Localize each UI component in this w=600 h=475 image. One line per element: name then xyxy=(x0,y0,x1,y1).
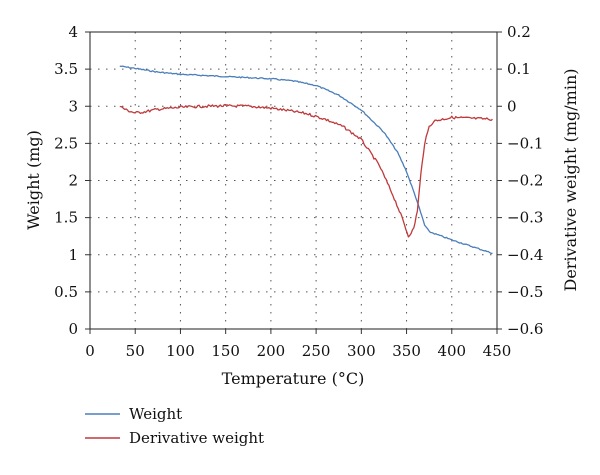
weight-series-line xyxy=(119,65,493,255)
y-right-tick-label: 0.2 xyxy=(507,23,531,41)
tick-layer: 0 50 100 150 200 250 300 350 400 450 0 0.5 1 1.5 2 2.5 3… xyxy=(54,23,543,360)
y-left-tick-label: 1.5 xyxy=(54,209,78,227)
x-tick-label: 0 xyxy=(85,342,95,360)
y-right-tick-label: −0.4 xyxy=(507,246,543,264)
x-tick-label: 300 xyxy=(347,342,376,360)
y-right-tick-label: 0.1 xyxy=(507,60,531,78)
legend: Weight Derivative weight xyxy=(85,405,264,447)
x-tick-label: 100 xyxy=(166,342,195,360)
x-tick-label: 450 xyxy=(483,342,512,360)
y-right-tick-label: −0.1 xyxy=(507,134,543,152)
y-right-tick-label: 0 xyxy=(507,97,517,115)
y-axis-left-label: Weight (mg) xyxy=(24,130,43,230)
x-axis-label: Temperature (°C) xyxy=(222,369,365,388)
x-tick-label: 50 xyxy=(126,342,145,360)
legend-label-derivative: Derivative weight xyxy=(129,429,264,447)
series-layer xyxy=(119,65,493,255)
legend-label-weight: Weight xyxy=(129,405,182,423)
x-tick-label: 250 xyxy=(302,342,331,360)
y-axis-right-label: Derivative weight (mg/min) xyxy=(561,68,580,291)
grid-layer xyxy=(90,32,497,329)
derivative-weight-series-line xyxy=(119,103,493,238)
x-tick-label: 350 xyxy=(392,342,421,360)
y-left-tick-label: 1 xyxy=(68,246,78,264)
y-left-tick-label: 0 xyxy=(68,320,78,338)
y-left-tick-label: 3.5 xyxy=(54,60,78,78)
y-left-tick-label: 2 xyxy=(68,172,78,190)
y-left-tick-label: 0.5 xyxy=(54,283,78,301)
x-tick-label: 200 xyxy=(257,342,286,360)
y-left-tick-label: 2.5 xyxy=(54,134,78,152)
y-right-tick-label: −0.2 xyxy=(507,172,543,190)
y-left-tick-label: 3 xyxy=(68,97,78,115)
y-left-tick-label: 4 xyxy=(68,23,78,41)
plot-frame xyxy=(89,31,498,330)
y-right-tick-label: −0.6 xyxy=(507,320,543,338)
y-right-tick-label: −0.3 xyxy=(507,209,543,227)
y-right-tick-label: −0.5 xyxy=(507,283,543,301)
x-tick-label: 400 xyxy=(437,342,466,360)
x-tick-label: 150 xyxy=(211,342,240,360)
